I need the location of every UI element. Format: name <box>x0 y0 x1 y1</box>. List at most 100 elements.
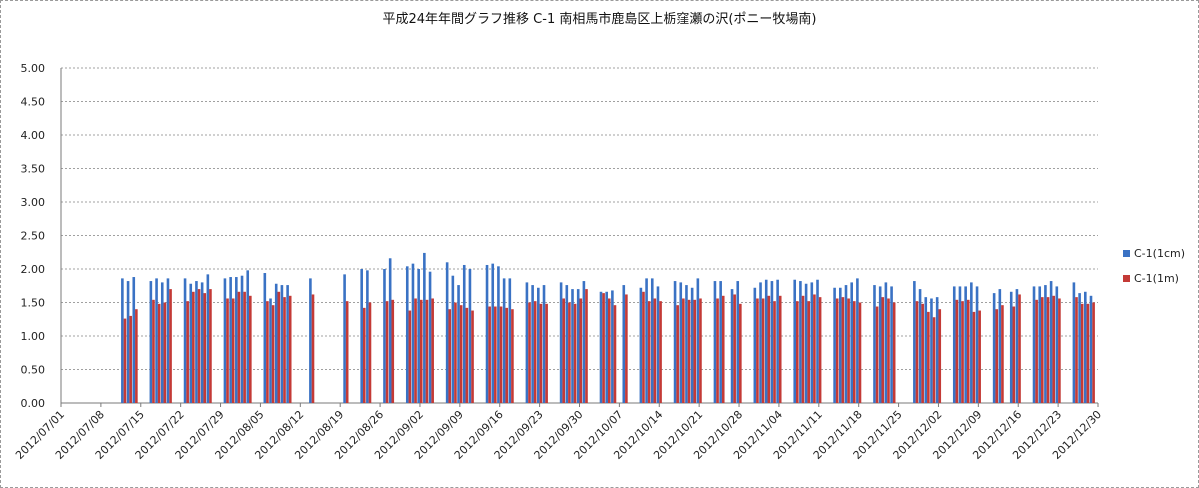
y-tick-label: 0.00 <box>21 397 46 410</box>
bar-1m <box>533 301 537 403</box>
bar-1m <box>129 315 132 403</box>
bar-1m <box>209 289 212 403</box>
bar-1cm <box>235 277 238 403</box>
bar-1m <box>972 311 976 403</box>
bar-1cm <box>269 298 272 403</box>
bar-1cm <box>1049 281 1053 403</box>
bar-1cm <box>240 275 244 403</box>
bar-1m <box>573 303 577 403</box>
bar-1cm <box>423 252 426 403</box>
bar-1m <box>796 301 799 403</box>
bar-1cm <box>679 282 683 403</box>
bar-1cm <box>263 273 267 403</box>
bar-1cm <box>1072 282 1076 403</box>
bar-1cm <box>952 286 956 403</box>
bar-1m <box>653 298 657 403</box>
bar-1m <box>978 310 981 403</box>
bar-1cm <box>229 277 232 403</box>
bar-1m <box>955 299 959 403</box>
bar-1m <box>733 294 736 403</box>
bar-1cm <box>559 282 563 403</box>
bar-1cm <box>531 285 534 403</box>
bar-1m <box>579 298 583 403</box>
bar-1m <box>499 306 503 403</box>
bar-1cm <box>964 286 967 403</box>
bar-1m <box>1092 302 1095 403</box>
x-tick-labels: 2012/07/012012/07/082012/07/152012/07/22… <box>13 408 1104 462</box>
y-tick-label: 2.00 <box>21 263 46 276</box>
bar-1cm <box>992 293 996 403</box>
bar-1m <box>721 295 725 403</box>
bar-1cm <box>759 282 762 403</box>
bar-1m <box>887 298 890 403</box>
y-tick-label: 4.00 <box>21 129 46 142</box>
bar-1cm <box>764 279 768 403</box>
bar-1m <box>1035 299 1038 403</box>
bar-1m <box>801 295 805 403</box>
bar-1cm <box>280 285 284 403</box>
bar-1m <box>625 294 628 403</box>
bar-1cm <box>537 287 540 403</box>
bar-1cm <box>200 282 204 403</box>
y-tick-label: 4.50 <box>21 96 46 109</box>
bar-1m <box>186 301 189 403</box>
legend-label: C-1(1cm) <box>1134 247 1185 260</box>
bar-1cm <box>571 289 574 403</box>
bar-1cm <box>873 285 876 403</box>
bar-1cm <box>605 291 608 403</box>
bar-1m <box>607 298 611 403</box>
bar-1cm <box>1032 286 1036 403</box>
bar-1m <box>414 298 417 403</box>
y-tick-label: 0.50 <box>21 364 46 377</box>
bar-1cm <box>685 285 688 403</box>
bar-1cm <box>189 283 193 403</box>
legend[interactable]: C-1(1cm) C-1(1m) <box>1123 247 1185 285</box>
bar-1m <box>773 301 776 403</box>
bar-1cm <box>673 281 677 403</box>
bar-1m <box>408 310 412 403</box>
bar-1m <box>385 301 389 403</box>
bar-1m <box>266 301 269 403</box>
bar-1cm <box>485 264 489 403</box>
y-tick-label: 1.50 <box>21 297 46 310</box>
bar-1cm <box>793 279 797 403</box>
bar-1m <box>647 301 651 403</box>
bar-1cm <box>246 270 250 403</box>
bar-1cm <box>622 285 626 403</box>
bar-1m <box>391 299 395 403</box>
bar-1m <box>1001 305 1004 403</box>
bar-1cm <box>126 281 130 403</box>
bar-1m <box>345 301 349 403</box>
bar-1m <box>995 309 999 403</box>
bar-1cm <box>525 282 529 403</box>
bar-1cm <box>753 287 757 403</box>
bar-1m <box>539 303 543 403</box>
bar-1m <box>425 299 429 403</box>
bar-1m <box>676 305 679 403</box>
bar-1m <box>237 291 241 403</box>
bar-1m <box>169 289 172 403</box>
bar-1cm <box>975 286 979 403</box>
bar-1m <box>966 299 970 403</box>
bar-1m <box>1086 303 1090 403</box>
bar-1m <box>243 291 246 403</box>
bar-1m <box>682 298 685 403</box>
bar-1cm <box>383 269 386 403</box>
bar-1m <box>568 302 571 403</box>
bar-1cm <box>970 282 973 403</box>
bar-1m <box>807 301 811 403</box>
bar-1m <box>1018 294 1021 403</box>
bar-1m <box>157 303 161 403</box>
bar-1cm <box>639 287 643 403</box>
bar-1m <box>231 298 235 403</box>
bar-1cm <box>149 281 153 403</box>
bar-1m <box>123 318 127 403</box>
bar-1m <box>448 309 452 403</box>
bar-1cm <box>360 269 363 403</box>
bar-1m <box>1012 306 1016 403</box>
bar-1cm <box>582 281 586 403</box>
bar-1cm <box>719 281 722 403</box>
bar-1m <box>197 289 201 403</box>
bar-1cm <box>155 278 158 403</box>
